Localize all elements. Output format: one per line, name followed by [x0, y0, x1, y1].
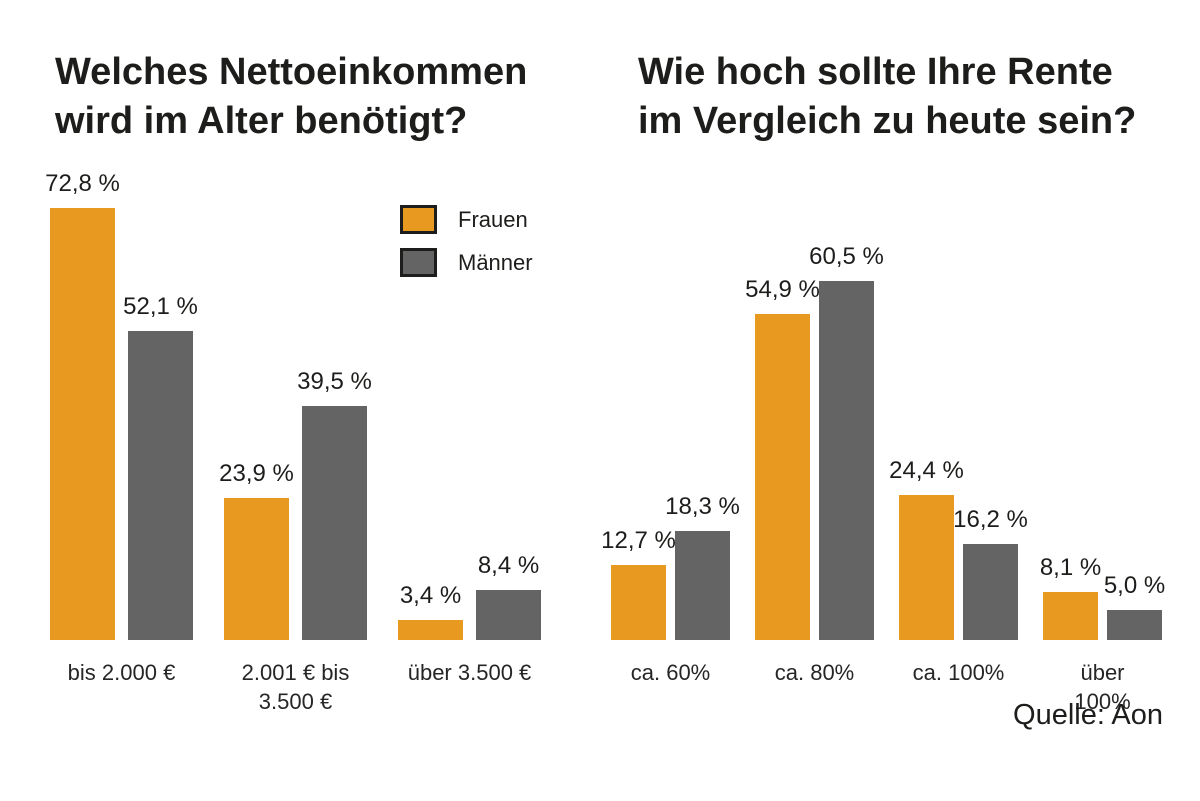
- bar-frauen-chart0-group0: [50, 208, 115, 640]
- value-label-frauen-chart0-group0: 72,8 %: [45, 170, 120, 197]
- bar-frauen-chart1-group0: [611, 565, 666, 640]
- bar-frauen-chart1-group1: [755, 314, 810, 640]
- right-chart-title: Wie hoch sollte Ihre Rente im Vergleich …: [638, 48, 1136, 146]
- legend-label-frauen: Frauen: [458, 206, 528, 232]
- maenner-color-swatch: [400, 248, 437, 277]
- left-chart-title-line-1: Welches Nettoeinkommen: [55, 51, 528, 93]
- value-label-maenner-chart1-group0: 18,3 %: [665, 493, 740, 520]
- bar-maenner-chart0-group2: [476, 590, 541, 640]
- value-label-maenner-chart1-group3: 5,0 %: [1103, 572, 1166, 599]
- category-label-chart1-group2: ca. 100%: [912, 660, 1005, 685]
- value-label-frauen-chart1-group3: 8,1 %: [1039, 554, 1102, 581]
- bar-maenner-chart1-group2: [963, 544, 1018, 640]
- value-label-maenner-chart1-group1: 60,5 %: [809, 243, 884, 270]
- value-label-frauen-chart0-group2: 3,4 %: [399, 582, 462, 609]
- bar-frauen-chart0-group1: [224, 498, 289, 640]
- bar-frauen-chart1-group3: [1043, 592, 1098, 640]
- source-credit: Quelle: Aon: [1013, 699, 1163, 731]
- frauen-color-swatch: [400, 205, 437, 234]
- value-label-maenner-chart0-group0: 52,1 %: [123, 293, 198, 320]
- category-label-chart1-group0: ca. 60%: [630, 660, 711, 685]
- bar-maenner-chart1-group3: [1107, 610, 1162, 640]
- right-chart-title-line-1: Wie hoch sollte Ihre Rente: [638, 51, 1113, 93]
- category-label-chart1-group3: über 100%: [1074, 660, 1131, 714]
- left-chart-title-line-2: wird im Alter benötigt?: [55, 100, 468, 142]
- bar-frauen-chart0-group2: [398, 620, 463, 640]
- value-label-frauen-chart1-group1: 54,9 %: [745, 276, 820, 303]
- legend-item-maenner: Männer: [400, 248, 533, 277]
- left-chart-title: Welches Nettoeinkommen wird im Alter ben…: [55, 48, 527, 146]
- legend-label-maenner: Männer: [458, 249, 533, 275]
- value-label-maenner-chart0-group2: 8,4 %: [477, 552, 540, 579]
- bar-maenner-chart0-group0: [128, 331, 193, 640]
- value-label-frauen-chart0-group1: 23,9 %: [219, 460, 294, 487]
- legend: Frauen Männer: [400, 205, 533, 291]
- value-label-maenner-chart1-group2: 16,2 %: [953, 506, 1028, 533]
- bar-frauen-chart1-group2: [899, 495, 954, 640]
- category-label-chart0-group0: bis 2.000 €: [67, 660, 176, 685]
- bar-maenner-chart1-group1: [819, 281, 874, 640]
- category-label-chart0-group2: über 3.500 €: [407, 660, 532, 685]
- category-label-chart0-group1: 2.001 € bis 3.500 €: [241, 660, 350, 714]
- legend-item-frauen: Frauen: [400, 205, 533, 234]
- right-chart-title-line-2: im Vergleich zu heute sein?: [638, 100, 1137, 142]
- bar-maenner-chart0-group1: [302, 406, 367, 640]
- value-label-maenner-chart0-group1: 39,5 %: [297, 368, 372, 395]
- bar-maenner-chart1-group0: [675, 531, 730, 640]
- value-label-frauen-chart1-group0: 12,7 %: [601, 527, 676, 554]
- value-label-frauen-chart1-group2: 24,4 %: [889, 457, 964, 484]
- category-label-chart1-group1: ca. 80%: [774, 660, 855, 685]
